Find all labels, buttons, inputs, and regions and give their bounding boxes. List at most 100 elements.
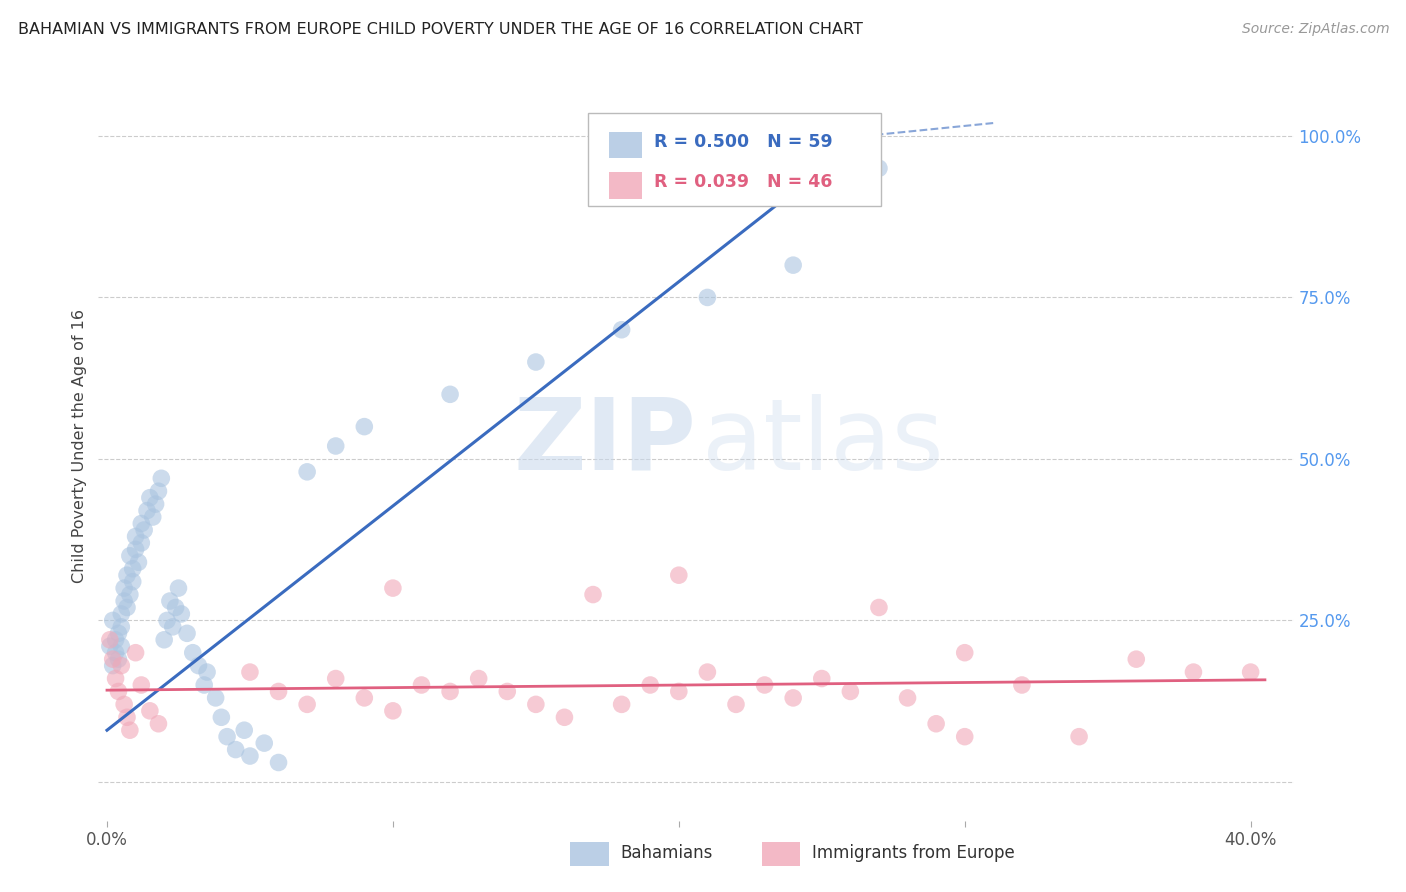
Text: Immigrants from Europe: Immigrants from Europe — [811, 844, 1015, 862]
Point — [267, 684, 290, 698]
Point — [782, 690, 804, 705]
Point — [239, 749, 262, 764]
Point — [353, 690, 375, 705]
Point — [239, 665, 262, 679]
Point — [110, 620, 132, 634]
Point — [953, 730, 976, 744]
Point — [295, 465, 318, 479]
Point — [1239, 665, 1261, 679]
Point — [754, 678, 776, 692]
Point — [439, 684, 461, 698]
Point — [953, 646, 976, 660]
Point — [524, 698, 547, 712]
Point — [131, 516, 153, 531]
Point — [107, 652, 129, 666]
Text: atlas: atlas — [702, 393, 943, 491]
Point — [110, 639, 132, 653]
Point — [124, 646, 146, 660]
Point — [121, 574, 143, 589]
Point — [496, 684, 519, 698]
Point — [139, 704, 162, 718]
Point — [325, 439, 347, 453]
Point — [181, 646, 204, 660]
Point — [159, 594, 181, 608]
Point — [1182, 665, 1205, 679]
Point — [139, 491, 162, 505]
Point — [115, 710, 138, 724]
Point — [868, 600, 890, 615]
Point — [839, 684, 862, 698]
Point — [98, 632, 121, 647]
Point — [136, 503, 159, 517]
Point — [148, 484, 170, 499]
Point — [112, 594, 135, 608]
Point — [124, 529, 146, 543]
Point — [353, 419, 375, 434]
FancyBboxPatch shape — [762, 842, 800, 865]
Text: R = 0.039   N = 46: R = 0.039 N = 46 — [654, 173, 832, 191]
Point — [170, 607, 193, 621]
Point — [925, 716, 948, 731]
Point — [253, 736, 276, 750]
Point — [112, 698, 135, 712]
Text: ZIP: ZIP — [513, 393, 696, 491]
Point — [115, 568, 138, 582]
Text: BAHAMIAN VS IMMIGRANTS FROM EUROPE CHILD POVERTY UNDER THE AGE OF 16 CORRELATION: BAHAMIAN VS IMMIGRANTS FROM EUROPE CHILD… — [18, 22, 863, 37]
Point — [187, 658, 209, 673]
Point — [381, 704, 404, 718]
Point — [118, 549, 141, 563]
Point — [696, 290, 718, 304]
Point — [782, 258, 804, 272]
Point — [101, 614, 124, 628]
Point — [524, 355, 547, 369]
FancyBboxPatch shape — [571, 842, 609, 865]
Point — [115, 600, 138, 615]
Point — [467, 672, 489, 686]
Point — [118, 723, 141, 738]
FancyBboxPatch shape — [589, 112, 882, 206]
Point — [582, 588, 605, 602]
Point — [668, 684, 690, 698]
Point — [162, 620, 184, 634]
Point — [110, 607, 132, 621]
Point — [112, 581, 135, 595]
Point — [134, 523, 156, 537]
Point — [696, 665, 718, 679]
Point — [668, 568, 690, 582]
Point — [439, 387, 461, 401]
Point — [610, 323, 633, 337]
Y-axis label: Child Poverty Under the Age of 16: Child Poverty Under the Age of 16 — [72, 309, 87, 583]
Point — [233, 723, 256, 738]
Point — [145, 497, 167, 511]
Point — [1011, 678, 1033, 692]
Point — [118, 588, 141, 602]
Point — [101, 652, 124, 666]
Point — [150, 471, 173, 485]
Point — [267, 756, 290, 770]
Point — [209, 710, 232, 724]
Point — [225, 742, 247, 756]
Point — [142, 510, 165, 524]
Point — [104, 632, 127, 647]
Point — [148, 716, 170, 731]
Point — [193, 678, 215, 692]
Point — [638, 678, 661, 692]
Point — [104, 672, 127, 686]
Text: Source: ZipAtlas.com: Source: ZipAtlas.com — [1241, 22, 1389, 37]
Point — [127, 555, 149, 569]
Point — [131, 536, 153, 550]
Point — [124, 542, 146, 557]
Point — [167, 581, 190, 595]
Point — [176, 626, 198, 640]
Point — [411, 678, 433, 692]
Point — [195, 665, 218, 679]
Point — [381, 581, 404, 595]
Point — [104, 646, 127, 660]
Point — [1067, 730, 1090, 744]
Point — [610, 698, 633, 712]
Point — [121, 562, 143, 576]
Point — [156, 614, 179, 628]
Point — [1125, 652, 1147, 666]
Point — [325, 672, 347, 686]
Point — [204, 690, 226, 705]
